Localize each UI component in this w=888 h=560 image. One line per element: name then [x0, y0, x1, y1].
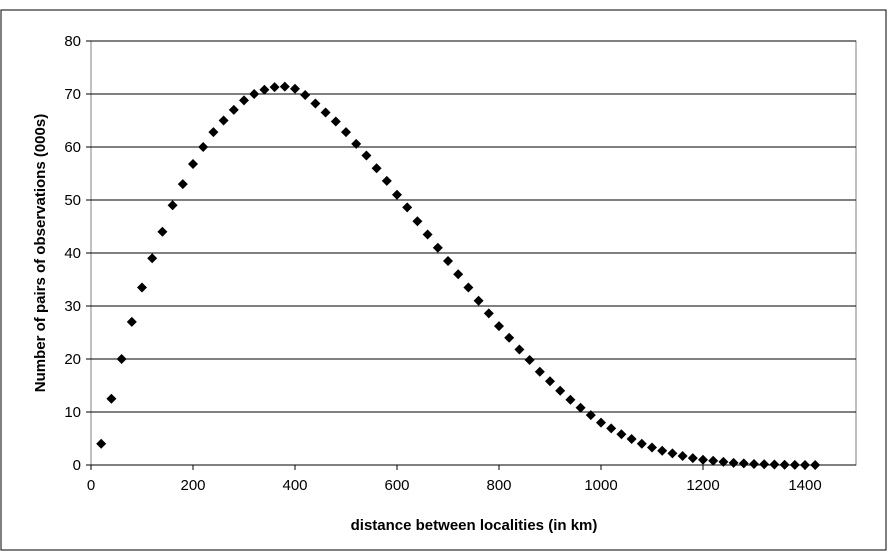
data-point	[361, 150, 372, 161]
x-tick-label: 400	[282, 477, 307, 494]
x-axis-title: distance between localities (in km)	[351, 517, 598, 534]
data-point	[371, 163, 382, 174]
y-axis-ticks: 0 10 20 30 40 50 60 70 80	[64, 33, 91, 474]
data-point	[412, 216, 423, 227]
x-tick-label: 1200	[686, 477, 719, 494]
data-point	[96, 438, 107, 449]
data-point	[698, 454, 708, 465]
data-points	[96, 81, 821, 470]
data-point	[177, 179, 188, 190]
data-point	[290, 83, 300, 94]
data-point	[147, 253, 158, 264]
data-point	[137, 282, 147, 293]
data-point	[687, 453, 698, 464]
data-point	[228, 104, 239, 115]
x-tick-label: 1400	[788, 477, 821, 494]
data-point	[279, 81, 290, 92]
x-tick-label: 600	[384, 477, 409, 494]
data-point	[555, 385, 566, 396]
x-axis-ticks: 0 200 400 600 800 1000 1200 1400	[87, 465, 822, 494]
data-point	[392, 189, 402, 200]
data-point	[188, 158, 198, 169]
data-point	[545, 376, 555, 387]
x-tick-label: 0	[87, 477, 95, 494]
data-point	[422, 229, 433, 240]
data-point	[330, 116, 341, 127]
data-point	[524, 355, 535, 366]
y-tick-label: 30	[64, 298, 81, 315]
data-point	[504, 332, 515, 343]
data-point	[575, 402, 586, 413]
data-point	[341, 127, 351, 138]
data-point	[483, 308, 494, 319]
data-point	[718, 456, 729, 467]
data-point	[453, 269, 464, 280]
data-point	[606, 423, 617, 434]
y-tick-label: 60	[64, 139, 81, 156]
data-point	[473, 295, 484, 306]
data-point	[443, 255, 453, 266]
data-point	[708, 455, 719, 466]
data-point	[198, 142, 209, 152]
x-tick-label: 200	[180, 477, 205, 494]
x-tick-label: 1000	[584, 477, 617, 494]
data-point	[657, 445, 668, 456]
y-tick-label: 20	[64, 351, 81, 368]
data-point	[310, 98, 321, 109]
x-tick-label: 800	[486, 477, 511, 494]
data-point	[667, 448, 678, 459]
data-point	[514, 344, 525, 355]
data-point	[636, 438, 647, 449]
data-point	[269, 82, 280, 93]
data-point	[432, 242, 443, 253]
data-point	[116, 354, 127, 364]
data-point	[463, 282, 474, 293]
data-point	[800, 459, 810, 470]
data-point	[259, 84, 270, 95]
data-point	[779, 459, 790, 470]
data-point	[239, 95, 249, 106]
data-point	[167, 200, 178, 211]
y-tick-label: 40	[64, 245, 81, 262]
data-point	[789, 459, 800, 470]
data-point	[402, 202, 413, 213]
data-point	[647, 442, 657, 453]
gridlines	[91, 40, 856, 466]
data-point	[810, 460, 821, 470]
data-point	[494, 321, 504, 332]
data-point	[596, 417, 606, 428]
data-point	[249, 89, 260, 99]
data-point	[565, 394, 576, 405]
data-point	[320, 107, 331, 118]
data-point	[585, 410, 596, 421]
data-point	[728, 457, 739, 468]
y-tick-label: 0	[73, 457, 81, 474]
data-point	[218, 115, 229, 126]
data-point	[677, 450, 688, 461]
data-point	[738, 458, 749, 469]
y-axis-title: Number of pairs of observations (000s)	[32, 114, 49, 392]
y-tick-label: 10	[64, 404, 81, 421]
data-point	[769, 459, 780, 470]
data-point	[381, 175, 392, 186]
data-point	[759, 459, 770, 470]
data-point	[106, 393, 117, 404]
data-point	[351, 138, 362, 149]
y-tick-label: 70	[64, 86, 81, 103]
y-tick-label: 80	[64, 33, 81, 50]
data-point	[626, 434, 637, 445]
y-tick-label: 50	[64, 192, 81, 209]
data-point	[157, 226, 168, 237]
data-point	[126, 316, 137, 327]
data-point	[300, 90, 311, 101]
data-point	[534, 366, 545, 377]
data-point	[616, 429, 627, 440]
data-point	[208, 127, 219, 138]
data-point	[749, 458, 759, 469]
